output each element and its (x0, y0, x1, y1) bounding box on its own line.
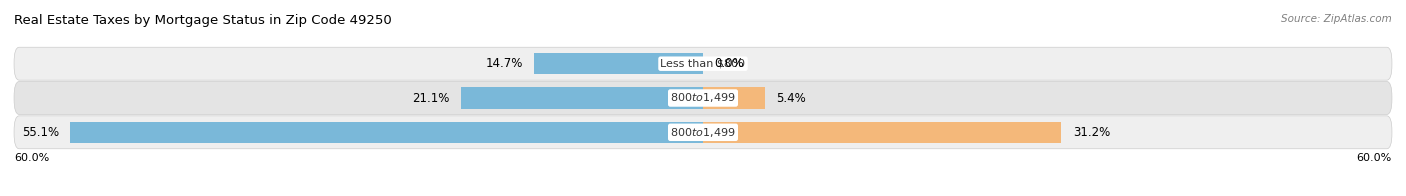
Text: 31.2%: 31.2% (1073, 126, 1109, 139)
Bar (534, 53, 703, 74)
FancyBboxPatch shape (14, 116, 1392, 149)
FancyBboxPatch shape (14, 82, 1392, 114)
Text: Less than $800: Less than $800 (661, 59, 745, 69)
Text: 14.7%: 14.7% (485, 57, 523, 70)
Text: Real Estate Taxes by Mortgage Status in Zip Code 49250: Real Estate Taxes by Mortgage Status in … (14, 14, 392, 27)
Bar (461, 87, 703, 109)
Text: 55.1%: 55.1% (21, 126, 59, 139)
FancyBboxPatch shape (14, 47, 1392, 80)
Text: 60.0%: 60.0% (14, 153, 49, 163)
Text: 5.4%: 5.4% (776, 92, 806, 104)
Text: 21.1%: 21.1% (412, 92, 450, 104)
Text: 60.0%: 60.0% (1357, 153, 1392, 163)
Text: $800 to $1,499: $800 to $1,499 (671, 126, 735, 139)
Text: Source: ZipAtlas.com: Source: ZipAtlas.com (1281, 14, 1392, 24)
Bar (703, 122, 1062, 143)
Bar (703, 87, 765, 109)
Bar (70, 122, 703, 143)
Text: 0.0%: 0.0% (714, 57, 744, 70)
Text: $800 to $1,499: $800 to $1,499 (671, 92, 735, 104)
